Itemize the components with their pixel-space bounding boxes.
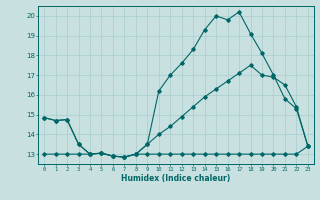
X-axis label: Humidex (Indice chaleur): Humidex (Indice chaleur) — [121, 174, 231, 183]
